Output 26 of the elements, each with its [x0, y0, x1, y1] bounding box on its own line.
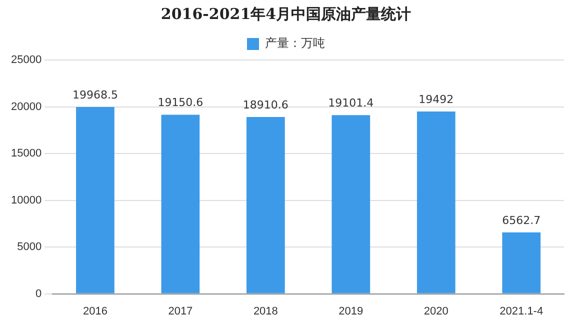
data-label: 6562.7 — [502, 214, 541, 227]
data-label: 19968.5 — [72, 88, 118, 102]
x-tick-label: 2019 — [338, 305, 364, 318]
data-label: 19150.6 — [158, 96, 204, 110]
bar — [161, 114, 200, 294]
x-tick-label: 2016 — [82, 305, 108, 318]
y-tick-label: 25000 — [10, 54, 42, 66]
chart-title: 2016-2021年4月中国原油产量统计 — [160, 4, 412, 23]
x-tick-label: 2018 — [253, 305, 278, 318]
x-tick-label: 2017 — [168, 305, 193, 318]
legend-label: 产量：万吨 — [265, 36, 325, 50]
y-tick-label: 0 — [35, 288, 42, 300]
bar — [502, 232, 541, 294]
y-tick-label: 20000 — [10, 100, 42, 113]
data-label: 18910.6 — [242, 98, 288, 112]
x-tick-label: 2021.1-4 — [500, 305, 544, 318]
bar — [416, 112, 456, 294]
y-tick-label: 10000 — [10, 194, 42, 206]
bar — [76, 107, 114, 294]
y-tick-label: 15000 — [10, 148, 42, 160]
bar — [246, 116, 285, 294]
data-label: 19101.4 — [328, 96, 374, 110]
y-tick-label: 5000 — [17, 241, 42, 254]
bar — [332, 115, 370, 294]
data-label: 19492 — [418, 92, 454, 106]
x-tick-label: 2020 — [424, 305, 448, 318]
